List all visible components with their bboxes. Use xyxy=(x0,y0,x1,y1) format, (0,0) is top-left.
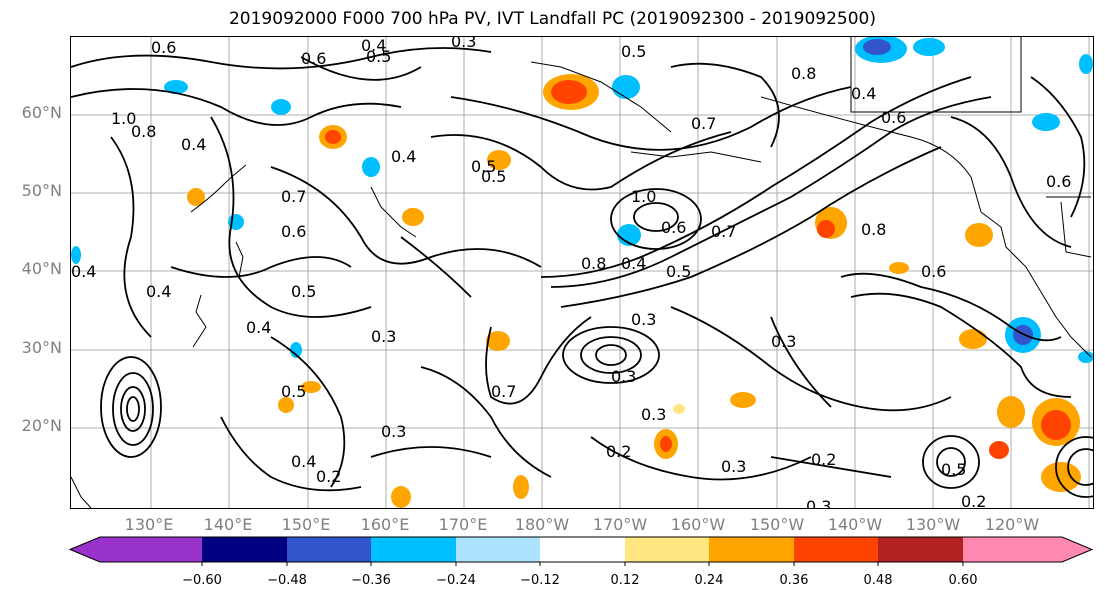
contour-label: 0.5 xyxy=(941,460,966,479)
contour-label: 0.4 xyxy=(146,282,171,301)
colorbar-cell xyxy=(202,537,287,562)
colorbar-tick-label: −0.60 xyxy=(182,573,222,588)
colorbar-cell xyxy=(287,537,371,562)
longitude-label: 130°E xyxy=(124,515,174,534)
map-title: 2019092000 F000 700 hPa PV, IVT Landfall… xyxy=(228,9,876,29)
contour-label: 1.0 xyxy=(111,109,136,128)
colorbar-cell xyxy=(540,537,625,562)
contour-label: 0.4 xyxy=(621,254,646,273)
contour-label: 0.8 xyxy=(861,220,886,239)
contour-label: 0.5 xyxy=(481,167,506,186)
contour-label: 0.5 xyxy=(291,282,316,301)
longitude-label: 160°W xyxy=(670,515,726,534)
contour-label: 0.4 xyxy=(291,452,316,471)
contour-label: 0.8 xyxy=(131,122,156,141)
colorbar-cell xyxy=(794,537,878,562)
contour-label: 0.2 xyxy=(811,450,836,469)
contour-label: 0.3 xyxy=(381,422,406,441)
contour-label: 0.6 xyxy=(301,49,326,68)
colorbar-tick-label: 0.48 xyxy=(863,573,893,588)
longitude-label: 130°W xyxy=(905,515,961,534)
colorbar-tick-label: −0.48 xyxy=(267,573,307,588)
colorbar-tick-label: 0.24 xyxy=(694,573,724,588)
colorbar-cell xyxy=(963,537,1092,562)
contour-label: 0.3 xyxy=(771,332,796,351)
latitude-label: 60°N xyxy=(21,103,62,122)
contour-label: 0.6 xyxy=(921,262,946,281)
contour-label: 0.6 xyxy=(881,108,906,127)
contour-label: 0.4 xyxy=(391,147,416,166)
contour-label: 0.6 xyxy=(661,218,686,237)
longitude-label: 140°W xyxy=(827,515,883,534)
colorbar-cell xyxy=(456,537,540,562)
contour-label: 0.4 xyxy=(181,135,206,154)
colorbar-cell xyxy=(625,537,709,562)
latitude-label: 20°N xyxy=(21,416,62,435)
map-panel: 0.6 0.4 0.5 0.5 0.6 0.8 0.4 0.6 1.0 0.8 0.4 0.7 0.5 0… xyxy=(70,36,1094,509)
colorbar-cell xyxy=(878,537,963,562)
colorbar-cell xyxy=(70,537,202,562)
colorbar-tick-label: 0.60 xyxy=(948,573,978,588)
contour-label: 0.4 xyxy=(246,318,271,337)
contour-label: 0.3 xyxy=(721,457,746,476)
colorbar-cell xyxy=(371,537,456,562)
colorbar-tick-label: −0.12 xyxy=(520,573,560,588)
map-canvas: 0.6 0.40.5 0.50.60.80.40.61.00.80.40.70.50… xyxy=(71,37,1093,508)
contour-label: 0.3 xyxy=(371,327,396,346)
contour-label: 0.5 xyxy=(366,47,391,66)
contour-label: 0.6 xyxy=(151,38,176,57)
colorbar-cell xyxy=(709,537,794,562)
pv-contours xyxy=(71,47,1093,498)
longitude-label: 180°W xyxy=(514,515,570,534)
longitude-label: 120°W xyxy=(984,515,1040,534)
longitude-label: 150°E xyxy=(281,515,331,534)
contour-label: 0.3 xyxy=(611,367,636,386)
longitude-label: 170°E xyxy=(438,515,488,534)
contour-label: 0.4 xyxy=(71,262,96,281)
negative-anomaly xyxy=(71,37,1093,363)
latitude-label: 30°N xyxy=(21,338,62,357)
contour-label: 0.2 xyxy=(316,467,341,486)
contour-label: 0.7 xyxy=(281,187,306,206)
contour-label: 0.6 xyxy=(1046,172,1071,191)
contour-label: 0.5 xyxy=(281,382,306,401)
contour-labels: 0.6 0.40.5 0.50.60.80.40.61.00.80.40.70.50… xyxy=(71,37,1071,508)
contour-label: 0.7 xyxy=(711,222,736,241)
colorbar-tick-label: −0.24 xyxy=(436,573,476,588)
contour-label: 0.2 xyxy=(961,492,986,508)
positive-anomaly xyxy=(187,74,1081,508)
colorbar-outline xyxy=(68,536,1094,563)
latitude-label: 50°N xyxy=(21,181,62,200)
contour-label: 0.5 xyxy=(621,42,646,61)
colorbar-tick-label: 0.36 xyxy=(779,573,809,588)
contour-label: 0.3 xyxy=(641,405,666,424)
contour-label: 0.4 xyxy=(851,84,876,103)
longitude-label: 170°W xyxy=(592,515,648,534)
pc-shading xyxy=(71,37,1093,508)
colorbar-tick-label: −0.36 xyxy=(351,573,391,588)
contour-label: 0.8 xyxy=(791,64,816,83)
contour-label: 0.7 xyxy=(691,114,716,133)
colorbar-tick-label: 0.12 xyxy=(610,573,640,588)
contour-label: 0.8 xyxy=(581,254,606,273)
longitude-label: 140°E xyxy=(203,515,253,534)
contour-label: 0.3 xyxy=(451,37,476,51)
contour-label: 0.5 xyxy=(666,262,691,281)
longitude-label: 150°W xyxy=(749,515,805,534)
contour-label: 0.3 xyxy=(806,497,831,508)
contour-label: 1.0 xyxy=(631,187,656,206)
graticule xyxy=(71,37,1093,508)
contour-label: 0.5 xyxy=(471,157,496,176)
longitude-label: 160°E xyxy=(360,515,410,534)
coastlines xyxy=(71,37,1092,508)
contour-label: 0.7 xyxy=(491,382,516,401)
contour-label: 0.4 xyxy=(361,37,386,55)
latitude-label: 40°N xyxy=(21,259,62,278)
contour-label: 0.3 xyxy=(631,310,656,329)
contour-label: 0.2 xyxy=(606,442,631,461)
contour-label: 0.6 xyxy=(281,222,306,241)
